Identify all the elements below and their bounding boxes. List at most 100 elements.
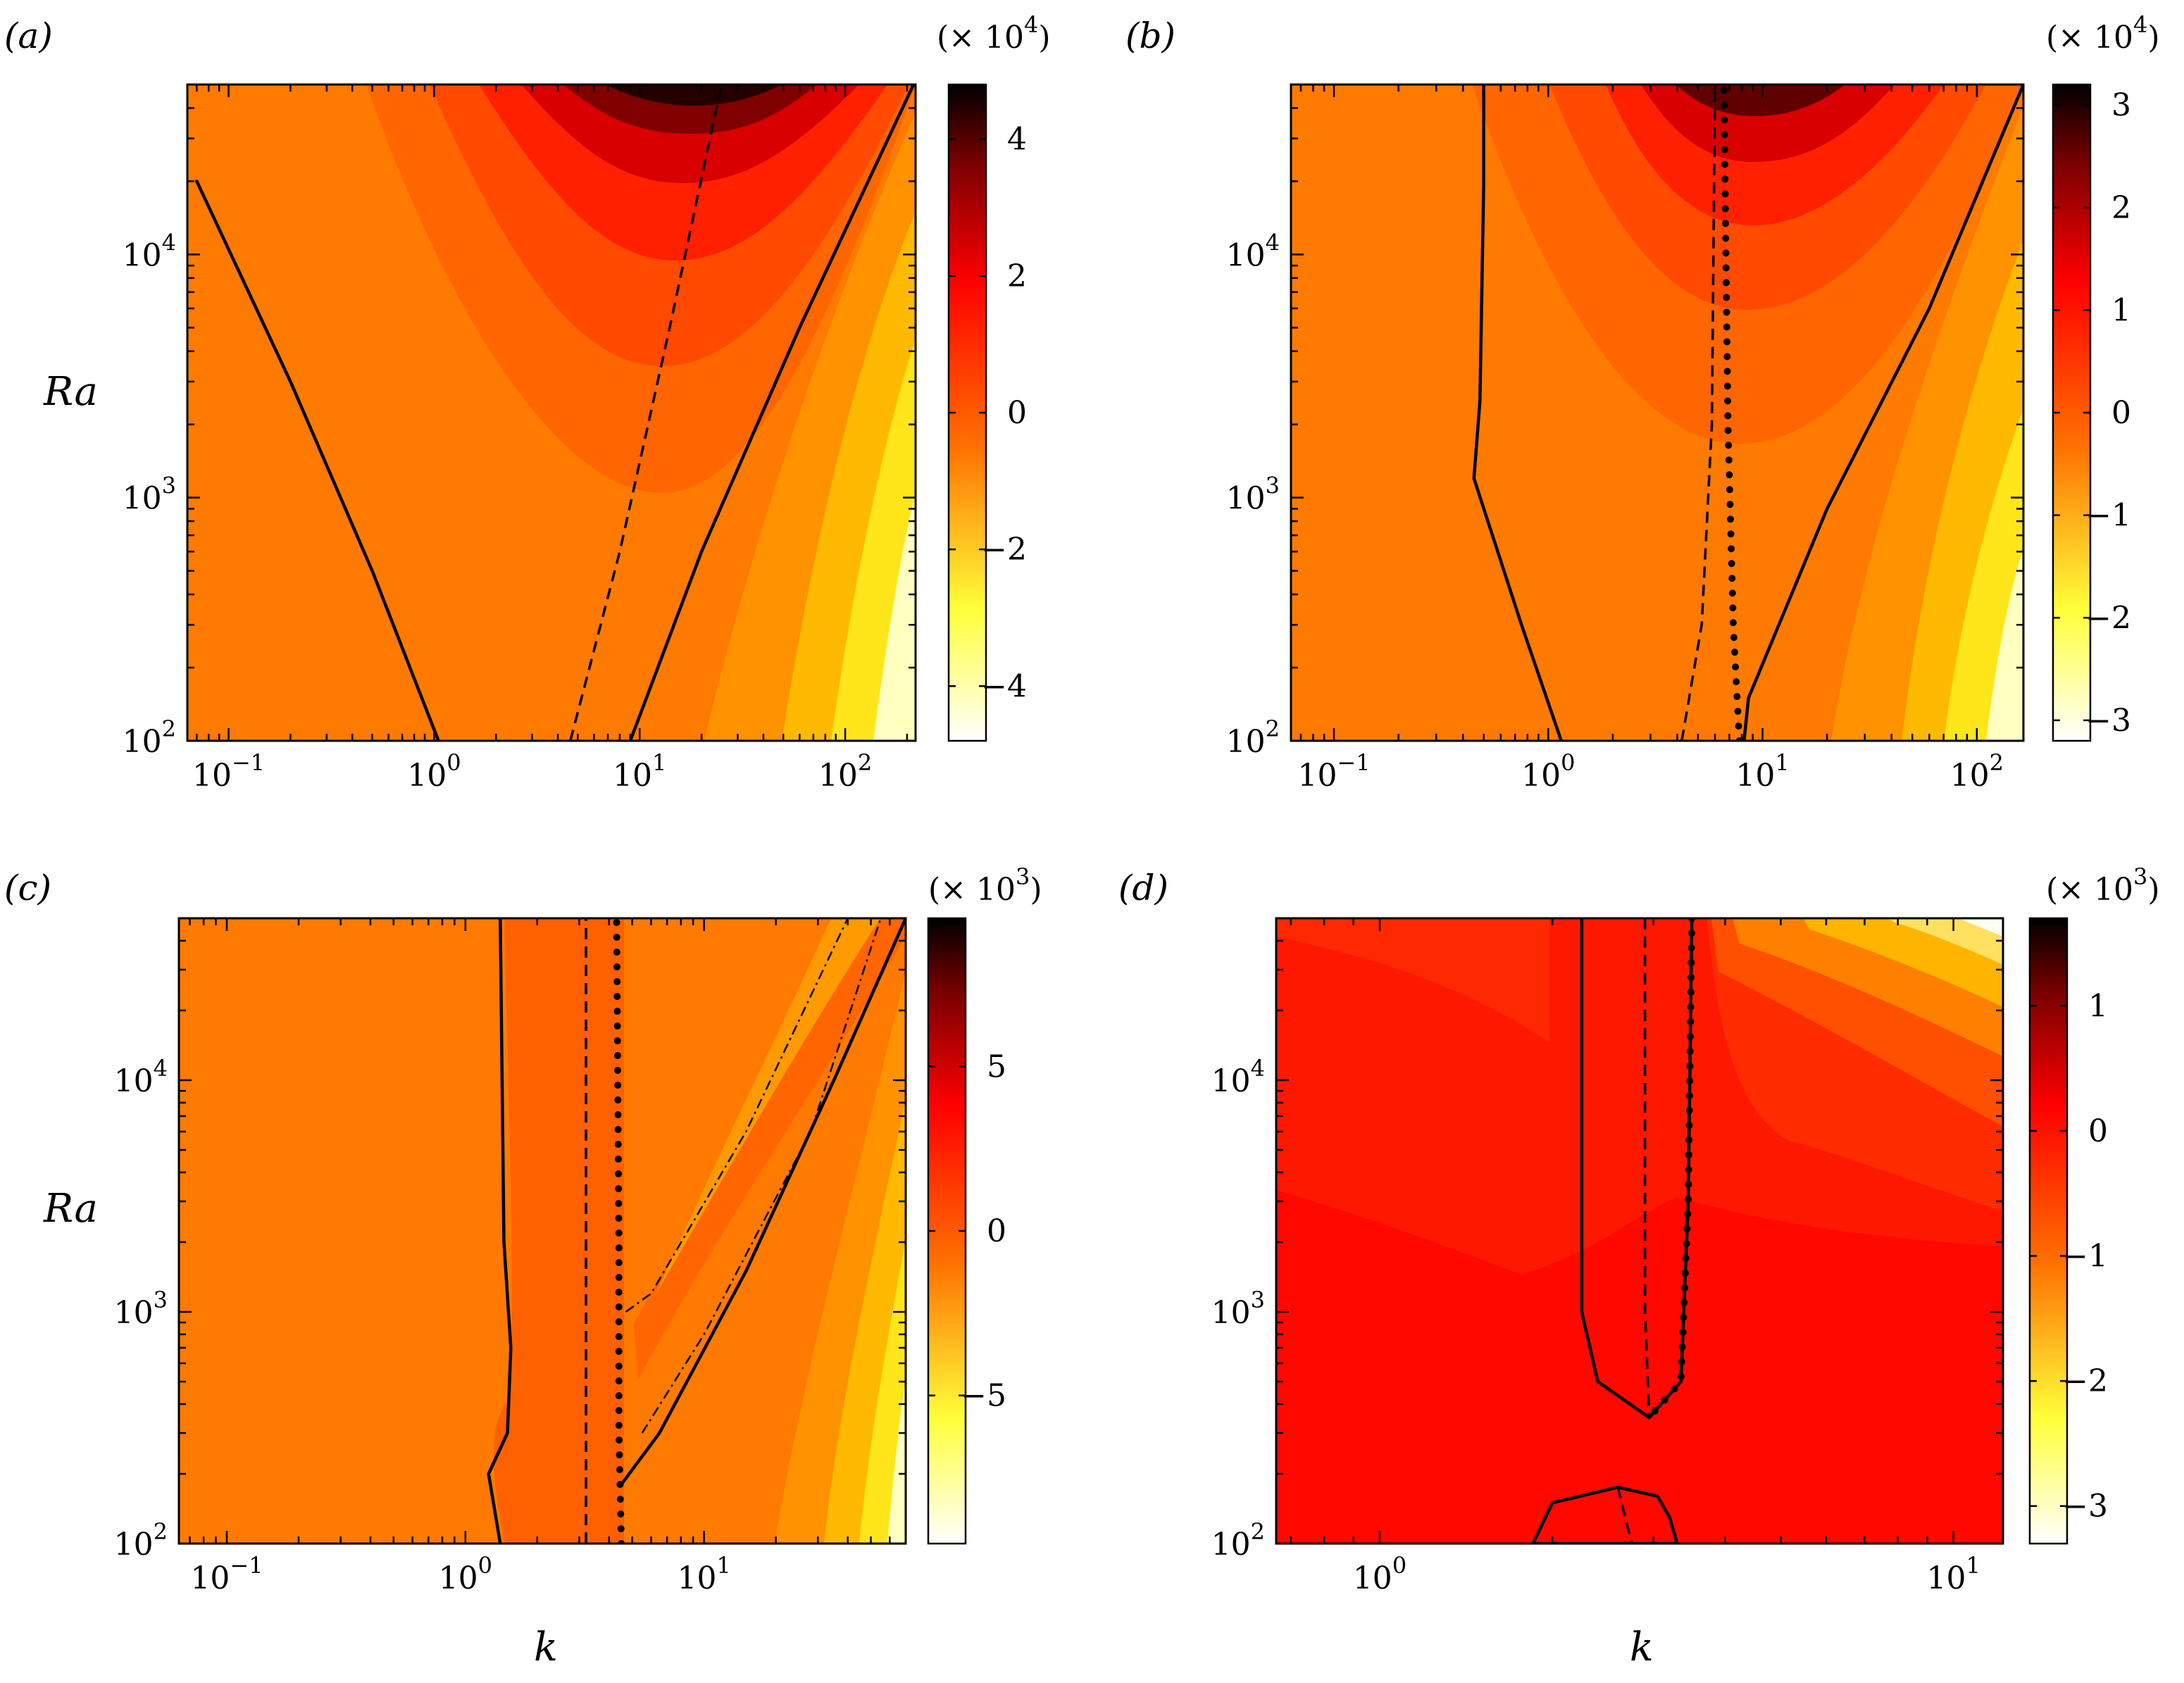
plot-area-a: [187, 85, 916, 741]
x-tick-label: 10−1: [192, 749, 265, 794]
y-tick-label: 104: [1211, 1055, 1265, 1099]
colorbar-tick-label: −1: [2085, 498, 2131, 534]
colorbar-multiplier-d: (× 103): [2046, 863, 2160, 908]
contour-line-a-1: [195, 180, 440, 741]
contour-lines-a: [195, 85, 916, 741]
colorbar-tick-label: −2: [2085, 600, 2131, 636]
contour-line-b-2: [1680, 85, 1716, 741]
axes-frame-a: [186, 83, 917, 742]
panel-label-c: (c): [4, 868, 51, 908]
panel-d: (d) (× 103) k 100 101 102 103 104 1 0 −1 −2 −3: [1118, 863, 2160, 1670]
colorbar-tick-label: 2: [2111, 190, 2131, 226]
colorbar-tick-label: 0: [2088, 1113, 2108, 1149]
x-tick-label: 102: [818, 749, 872, 794]
ticks-d: 100 101 102 103 104: [1211, 917, 2003, 1596]
ylabel-c: Ra: [43, 1186, 98, 1232]
contour-band-d-2: [1276, 918, 1549, 1042]
ylabel-a: Ra: [43, 369, 98, 415]
ticks-a: 10−1 100 101 102 102 103 104: [123, 83, 916, 794]
contour-band-a-10: [873, 493, 916, 741]
y-tick-label: 102: [1226, 715, 1280, 760]
colorbar-tick-label: −1: [2062, 1239, 2108, 1275]
axes-frame-c: [177, 917, 907, 1545]
contour-band-c-1: [493, 918, 624, 1544]
contour-line-c-5: [625, 918, 849, 1313]
x-tick-label: 100: [1521, 749, 1575, 794]
y-tick-label: 104: [1226, 229, 1280, 273]
colorbar-a: 4 2 0 −2 −4: [947, 83, 1027, 742]
x-tick-label: 100: [439, 1552, 492, 1596]
plot-area-b: [1291, 85, 2023, 741]
contour-line-c-1: [487, 918, 513, 1544]
contour-line-b-4: [1742, 85, 2023, 741]
panel-a: (a) (× 104) Ra 10−1 100 101 102 102 103 104 4 2…: [4, 11, 1051, 794]
ticks-c: 10−1 100 101 102 103 104: [114, 917, 907, 1596]
x-tick-label: 101: [677, 1552, 730, 1596]
contour-line-c-6: [641, 918, 882, 1434]
x-tick-label: 102: [1950, 749, 2004, 794]
colorbar-tick-label: 2: [1007, 258, 1027, 294]
colorbar-frame: [2028, 917, 2068, 1545]
x-tick-label: 101: [613, 749, 666, 794]
colorbar-gradient: [2030, 918, 2067, 1544]
contour-line-d-5: [1616, 1487, 1633, 1544]
y-tick-label: 102: [1211, 1518, 1265, 1563]
y-tick-label: 103: [114, 1287, 168, 1331]
x-tick-label: 101: [1926, 1552, 1980, 1596]
colorbar-tick-label: −5: [961, 1378, 1006, 1414]
contour-line-c-3: [613, 918, 625, 1544]
colorbar-tick-label: −2: [981, 532, 1027, 568]
y-tick-label: 103: [123, 473, 176, 517]
contour-line-b-1: [1472, 85, 1564, 741]
contour-lines-c: [487, 918, 906, 1544]
x-tick-label: 100: [407, 749, 461, 794]
contour-band-b-5: [1676, 85, 1845, 116]
contour-band-a-5: [563, 85, 817, 134]
contour-band-d-7: [1887, 918, 2003, 965]
y-tick-label: 104: [123, 229, 176, 273]
colorbar-tick-label: 0: [1007, 395, 1027, 431]
xlabel-d: k: [1630, 1625, 1654, 1670]
contour-line-a-2: [569, 85, 723, 741]
contour-line-d-4: [1531, 1485, 1679, 1544]
colorbar-tick-label: 0: [2111, 395, 2131, 431]
colorbar-c: 5 0 −5: [927, 917, 1006, 1545]
x-tick-label: 10−1: [1297, 749, 1370, 794]
contour-line-c-4: [619, 918, 906, 1487]
ticks-b: 10−1 100 101 102 102 103 104: [1226, 83, 2023, 794]
colorbar-tick-label: −2: [2062, 1363, 2108, 1399]
colorbar-tick-label: 1: [2111, 292, 2131, 328]
contour-line-d-3: [1645, 918, 1696, 1421]
contour-band-c-6: [859, 1239, 906, 1544]
plot-area-c: [179, 918, 906, 1544]
contour-line-b-3: [1720, 85, 1743, 741]
panel-c: (c) (× 103) Ra k 10−1 100 101 102 103 104 5 0 −…: [4, 863, 1042, 1670]
contour-line-a-3: [628, 85, 916, 741]
xlabel-c: k: [534, 1625, 558, 1670]
colorbar-tick-label: 1: [2088, 988, 2108, 1024]
y-tick-label: 102: [123, 715, 176, 760]
y-tick-label: 104: [114, 1055, 168, 1099]
axes-frame-d: [1275, 917, 2004, 1545]
plot-area-d: [1276, 918, 2003, 1544]
colorbar-tick-label: 4: [1007, 122, 1027, 158]
colorbar-multiplier-a: (× 104): [937, 11, 1051, 56]
axes-frame-b: [1290, 83, 2025, 742]
colorbar-multiplier-c: (× 103): [928, 863, 1042, 908]
colorbar-multiplier-b: (× 104): [2046, 11, 2160, 56]
colorbar-d: 1 0 −1 −2 −3: [2028, 917, 2108, 1545]
contour-band-c-2: [634, 918, 906, 1380]
colorbar-tick-label: −3: [2085, 703, 2131, 739]
y-tick-label: 102: [114, 1518, 168, 1563]
y-tick-label: 103: [1226, 473, 1280, 517]
panel-label-a: (a): [4, 15, 53, 56]
colorbar-b: 3 2 1 0 −1 −2 −3: [2052, 83, 2131, 742]
x-tick-label: 100: [1353, 1552, 1406, 1596]
contour-line-d-2: [1643, 918, 1651, 1418]
colorbar-tick-label: 3: [2111, 87, 2131, 123]
contour-band-c-7: [887, 1380, 906, 1544]
panel-label-b: (b): [1125, 15, 1175, 56]
contour-band-b-9: [1986, 549, 2023, 741]
